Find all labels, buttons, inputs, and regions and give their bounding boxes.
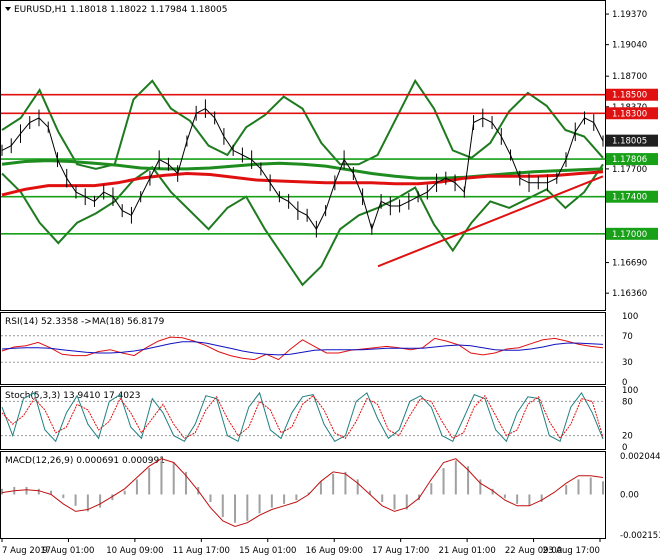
horizontal-levels[interactable] bbox=[1, 93, 605, 235]
level-price-box bbox=[606, 107, 658, 120]
time-tick-label: 22 Aug 09:00 bbox=[505, 546, 562, 556]
ma-green-line bbox=[1, 159, 604, 180]
stoch-tick-label: 100 bbox=[622, 386, 638, 396]
stoch-tick-label: 0 bbox=[622, 443, 627, 453]
macd-tick-label: 0.00 bbox=[620, 490, 639, 500]
price-series bbox=[1, 99, 604, 238]
level-price-box bbox=[606, 227, 658, 240]
stoch-signal-line bbox=[1, 394, 604, 440]
rsi-tick-label: 100 bbox=[622, 312, 638, 322]
bollinger-lower-line bbox=[1, 163, 604, 287]
stoch-main-line bbox=[1, 391, 604, 443]
stoch-tick-label: 20 bbox=[622, 432, 633, 442]
price-tick-label: 1.16360 bbox=[612, 289, 647, 299]
time-tick-label: 11 Aug 17:00 bbox=[173, 546, 230, 556]
time-tick-label: 15 Aug 01:00 bbox=[239, 546, 296, 556]
bollinger-upper-line bbox=[1, 78, 604, 170]
trendline bbox=[377, 175, 604, 268]
level-price-box bbox=[606, 190, 658, 203]
rsi-indicator: 100 70 30 0 bbox=[1, 312, 638, 388]
stoch-tick-label: 80 bbox=[622, 397, 633, 407]
time-tick-label: 21 Aug 01:00 bbox=[438, 546, 495, 556]
rsi-tick-label: 70 bbox=[622, 332, 633, 342]
rsi-tick-label: 30 bbox=[622, 358, 633, 368]
rsi-label: RSI(14) 52.3358 ->MA(18) 56.8179 bbox=[5, 317, 165, 327]
collapse-triangle-icon[interactable] bbox=[5, 7, 11, 11]
time-tick-label: 23 Aug 17:00 bbox=[543, 546, 600, 556]
level-price-label: 1.18500 bbox=[612, 91, 647, 101]
moving-averages bbox=[1, 159, 604, 197]
stoch-label: Stoch(5,3,3) 13.9410 17.4023 bbox=[5, 391, 140, 401]
price-line bbox=[1, 107, 604, 231]
time-tick-label: 16 Aug 09:00 bbox=[306, 546, 363, 556]
price-tick-label: 1.19370 bbox=[612, 10, 647, 20]
macd-tick-label: -0.002153 bbox=[620, 531, 660, 541]
time-tick-label: 10 Aug 09:00 bbox=[106, 546, 163, 556]
current-price-label: 1.18005 bbox=[612, 137, 647, 147]
price-tick-label: 1.19040 bbox=[612, 41, 647, 51]
level-price-label: 1.17000 bbox=[612, 230, 647, 240]
level-price-label: 1.17806 bbox=[612, 155, 647, 165]
price-tick-label: 1.16690 bbox=[612, 259, 647, 269]
price-panel[interactable] bbox=[0, 0, 606, 311]
rsi-tick-label: 0 bbox=[622, 378, 627, 388]
macd-tick-label: 0.002044 bbox=[620, 452, 660, 462]
level-price-box bbox=[606, 153, 658, 166]
bollinger-bands bbox=[1, 78, 604, 287]
trendline-group[interactable] bbox=[377, 175, 604, 268]
level-price-label: 1.18300 bbox=[612, 109, 647, 119]
price-tick-label: 1.17700 bbox=[612, 165, 647, 175]
macd-indicator: 0.002044 0.00 -0.002153 bbox=[1, 452, 660, 541]
rsi-panel[interactable] bbox=[0, 312, 606, 385]
time-tick-label: 7 Aug 2017 bbox=[2, 546, 51, 556]
level-price-box bbox=[606, 88, 658, 101]
price-tick-label: 1.18700 bbox=[612, 72, 647, 82]
ma-red-line bbox=[1, 170, 604, 197]
rsi-ma-line bbox=[1, 341, 604, 356]
current-price-box bbox=[606, 134, 658, 147]
time-tick-label: 9 Aug 01:00 bbox=[42, 546, 94, 556]
time-tick-label: 17 Aug 17:00 bbox=[372, 546, 429, 556]
level-price-boxes: 1.18500 1.18300 1.17806 1.17400 1.17000 1.180… bbox=[606, 88, 658, 240]
macd-signal-line bbox=[1, 458, 604, 528]
macd-label: MACD(12,26,9) 0.000691 0.000991 bbox=[5, 456, 165, 466]
chart-title: EURUSD,H1 1.18018 1.18022 1.17984 1.1800… bbox=[14, 5, 227, 15]
level-price-label: 1.17400 bbox=[612, 193, 647, 203]
